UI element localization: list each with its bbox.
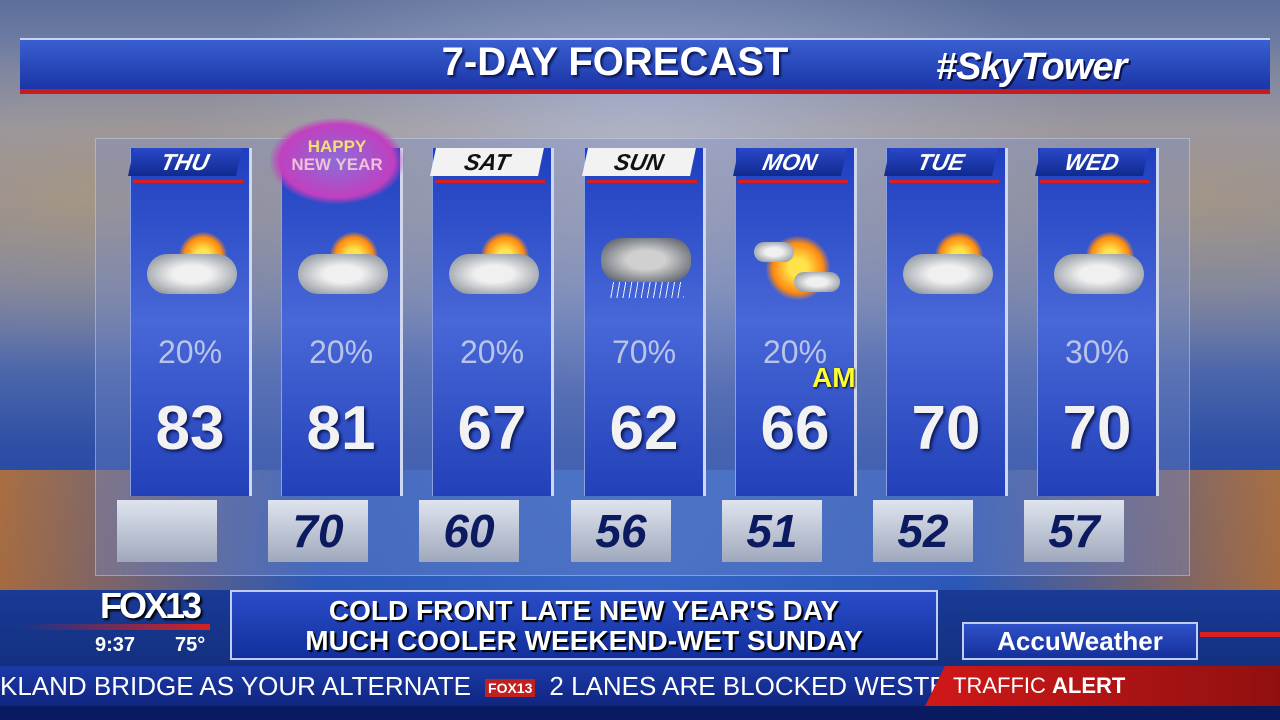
headline-line2: MUCH COOLER WEEKEND-WET SUNDAY bbox=[305, 625, 863, 656]
high-temp: 67 bbox=[457, 394, 527, 463]
forecast-day-column: MON 20% 66 bbox=[733, 148, 857, 496]
precip-chance: 20% bbox=[308, 334, 374, 370]
day-label: MON bbox=[733, 148, 847, 176]
ticker-logo: FOX13 bbox=[485, 679, 536, 698]
precip-chance: 20% bbox=[157, 334, 223, 370]
accuweather-logo: AccuWeather bbox=[962, 622, 1198, 660]
precip-chance: 30% bbox=[1064, 334, 1130, 370]
day-underline bbox=[738, 180, 848, 183]
partly-sunny-icon bbox=[895, 226, 995, 306]
partly-sunny-icon bbox=[290, 226, 390, 306]
forecast-day-column: 20% 81 bbox=[281, 148, 403, 496]
precip-chance: 70% bbox=[611, 334, 677, 370]
happy-new-year-graphic: HAPPY NEW YEAR bbox=[270, 118, 404, 204]
high-temp: 62 bbox=[609, 394, 679, 463]
day-label: SAT bbox=[430, 148, 544, 176]
low-temp bbox=[117, 500, 217, 562]
sponsor-red-bar bbox=[1200, 632, 1280, 637]
day-label: TUE bbox=[884, 148, 998, 176]
low-temp: 70 bbox=[268, 500, 368, 562]
high-temp: 81 bbox=[306, 394, 376, 463]
alert-word: ALERT bbox=[1052, 673, 1126, 698]
clock-time: 9:37 bbox=[95, 634, 136, 656]
day-underline bbox=[1040, 180, 1150, 183]
traffic-alert-badge: TRAFFIC ALERT bbox=[925, 666, 1280, 706]
am-label: AM bbox=[812, 362, 856, 393]
high-temp: 70 bbox=[1062, 394, 1132, 463]
low-temp: 60 bbox=[419, 500, 519, 562]
mostly-sunny-icon bbox=[744, 226, 844, 306]
ticker-text-1: KLAND BRIDGE AS YOUR ALTERNATE bbox=[0, 671, 472, 701]
partly-sunny-icon bbox=[441, 226, 541, 306]
alert-prefix: TRAFFIC bbox=[953, 673, 1046, 698]
forecast-day-column: SUN 70% 62 bbox=[582, 148, 706, 496]
skytower-logo: #SkyTower bbox=[936, 46, 1127, 88]
current-temp: 75° bbox=[175, 634, 206, 656]
headline-box: COLD FRONT LATE NEW YEAR'S DAY MUCH COOL… bbox=[230, 590, 938, 660]
day-label: WED bbox=[1035, 148, 1149, 176]
low-temp: 57 bbox=[1024, 500, 1124, 562]
ticker-text-2: 2 LANES ARE BLOCKED WESTBO bbox=[549, 671, 967, 701]
low-temp: 56 bbox=[571, 500, 671, 562]
logo-red-bar bbox=[20, 624, 210, 630]
page-title: 7-DAY FORECAST bbox=[441, 40, 789, 84]
rain-cloud-icon bbox=[593, 226, 693, 306]
bottom-strip bbox=[0, 706, 1280, 720]
day-underline bbox=[587, 180, 697, 183]
title-bar bbox=[20, 38, 1270, 94]
partly-sunny-icon bbox=[139, 226, 239, 306]
precip-chance: 20% bbox=[762, 334, 828, 370]
forecast-day-column: TUE 70 bbox=[884, 148, 1008, 496]
high-temp: 66 bbox=[760, 394, 830, 463]
low-temp: 52 bbox=[873, 500, 973, 562]
high-temp: 70 bbox=[911, 394, 981, 463]
forecast-day-column: SAT 20% 67 bbox=[430, 148, 554, 496]
low-temp: 51 bbox=[722, 500, 822, 562]
precip-chance: 20% bbox=[459, 334, 525, 370]
hny-line1: HAPPY bbox=[307, 137, 367, 156]
forecast-day-column: WED 30% 70 bbox=[1035, 148, 1159, 496]
day-underline bbox=[133, 180, 243, 183]
hny-line2: NEW YEAR bbox=[291, 155, 383, 174]
day-underline bbox=[435, 180, 545, 183]
fox13-logo: FOX13 bbox=[100, 585, 202, 626]
day-label: THU bbox=[128, 148, 242, 176]
high-temp: 83 bbox=[155, 394, 225, 463]
day-underline bbox=[889, 180, 999, 183]
headline-line1: COLD FRONT LATE NEW YEAR'S DAY bbox=[328, 595, 840, 626]
day-label: SUN bbox=[582, 148, 696, 176]
forecast-day-column: THU 20% 83 bbox=[128, 148, 252, 496]
partly-sunny-icon bbox=[1046, 226, 1146, 306]
